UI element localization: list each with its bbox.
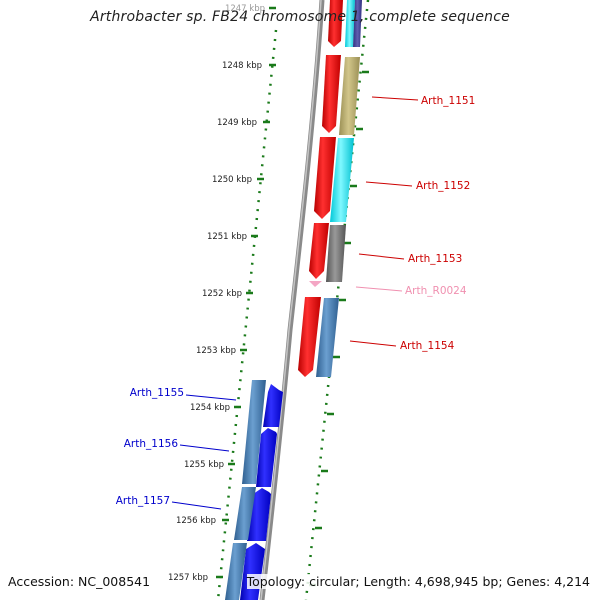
gene-arrow-arth-1152 (314, 137, 336, 219)
gene-arrow-top (328, 0, 343, 47)
kbp-label: 1252 kbp (202, 289, 242, 299)
kbp-label: 1257 kbp (168, 573, 208, 583)
kbp-label: 1251 kbp (207, 232, 247, 242)
rna-arrow-arth-r0024 (309, 281, 322, 287)
genome-backbone-highlight (260, 0, 322, 600)
kbp-label: 1256 kbp (176, 516, 216, 526)
left-tick-rail (216, 29, 278, 600)
gene-label-arth-1157[interactable]: Arth_1157 (116, 495, 170, 507)
category-bar-purple-top (353, 0, 362, 47)
right-tick-rail (304, 0, 370, 600)
gene-label-arth-1151[interactable]: Arth_1151 (421, 95, 475, 107)
gene-arrow-arth-1155 (263, 384, 283, 427)
gene-label-arth-1156[interactable]: Arth_1156 (124, 438, 179, 450)
leader-line-arth-1155 (185, 394, 237, 401)
leader-line-arth-1152 (365, 181, 413, 187)
accession-label: Accession: NC_008541 (8, 574, 151, 589)
gene-label-arth-1152[interactable]: Arth_1152 (416, 180, 470, 192)
leader-line-arth-1156 (179, 444, 230, 452)
leader-line-arth-1157 (171, 501, 222, 510)
leader-line-arth-1151 (371, 96, 419, 101)
topology-label: Topology: circular; Length: 4,698,945 bp… (246, 574, 590, 589)
map-title: Arthrobacter sp. FB24 chromosome 1, comp… (90, 9, 510, 25)
category-bar-olive (339, 57, 360, 135)
category-bar-gray (326, 225, 346, 282)
gene-arrow-arth-1151 (322, 55, 341, 133)
gene-arrow-arth-1154 (298, 297, 321, 377)
leader-line-arth-1154 (349, 340, 397, 347)
gene-label-arth-1154[interactable]: Arth_1154 (400, 340, 455, 352)
leader-line-arth-r0024 (355, 286, 403, 292)
genome-backbone (259, 0, 325, 600)
kbp-label: 1249 kbp (217, 118, 257, 128)
kbp-label: 1247 kbp (225, 4, 265, 14)
kbp-label: 1248 kbp (222, 61, 262, 71)
gene-arrow-arth-1153 (309, 223, 329, 279)
kbp-label: 1253 kbp (196, 346, 236, 356)
leader-line-arth-1153 (358, 253, 405, 260)
category-bar-steel-lower-3 (225, 543, 247, 600)
kbp-label: 1250 kbp (212, 175, 252, 185)
gene-arrow-arth-1156 (256, 428, 277, 487)
gene-label-arth-r0024[interactable]: Arth_R0024 (405, 285, 467, 297)
category-bar-steel-lower-1 (242, 380, 266, 484)
gene-label-arth-1153[interactable]: Arth_1153 (408, 253, 462, 265)
category-bar-cyan-top (345, 0, 355, 47)
gene-label-arth-1155[interactable]: Arth_1155 (130, 387, 184, 399)
kbp-label: 1255 kbp (184, 460, 224, 470)
category-bar-steel-lower-2 (234, 487, 256, 540)
category-bar-steel (316, 298, 339, 377)
category-bar-cyan (330, 138, 354, 222)
kbp-label: 1254 kbp (190, 403, 230, 413)
